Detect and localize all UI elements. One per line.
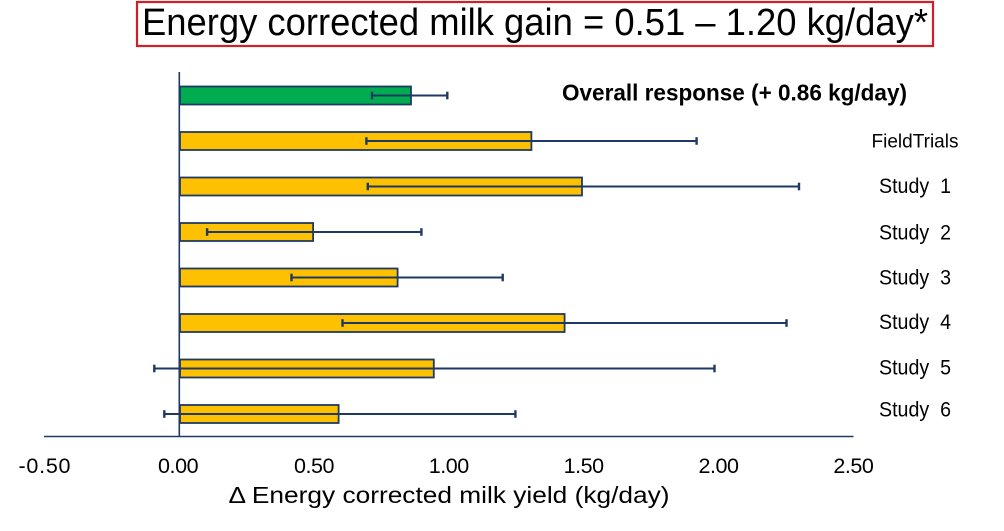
svg-text:0.50: 0.50	[294, 454, 335, 478]
svg-text:Study 4: Study 4	[879, 311, 951, 334]
svg-text:Study 6: Study 6	[879, 399, 951, 422]
svg-text:Study 2: Study 2	[879, 222, 951, 245]
svg-text:FieldTrials: FieldTrials	[872, 131, 959, 153]
svg-text:Energy corrected milk gain = 0: Energy corrected milk gain = 0.51 – 1.20…	[142, 2, 928, 44]
svg-text:Study 5: Study 5	[879, 356, 951, 379]
svg-text:1.00: 1.00	[429, 454, 470, 478]
svg-text:Study 1: Study 1	[879, 175, 951, 198]
svg-text:2.50: 2.50	[833, 454, 874, 478]
svg-text:1.50: 1.50	[564, 454, 605, 478]
svg-text:Δ Energy corrected milk yield: Δ Energy corrected milk yield (kg/day)	[229, 482, 670, 508]
svg-text:Overall response (+ 0.86 kg/da: Overall response (+ 0.86 kg/day)	[562, 79, 907, 105]
svg-text:0.00: 0.00	[158, 454, 199, 478]
svg-text:Study 3: Study 3	[879, 267, 951, 290]
svg-text:-0.50: -0.50	[19, 454, 71, 478]
svg-text:2.00: 2.00	[698, 454, 739, 478]
